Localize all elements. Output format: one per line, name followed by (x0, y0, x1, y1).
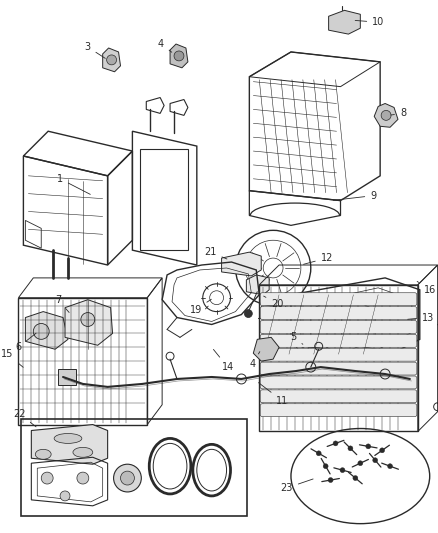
Circle shape (244, 310, 252, 318)
Polygon shape (25, 312, 68, 349)
Circle shape (33, 324, 49, 340)
Ellipse shape (73, 447, 93, 457)
Text: 20: 20 (264, 296, 283, 309)
Text: 15: 15 (1, 349, 23, 367)
Text: 3: 3 (85, 42, 105, 59)
Text: 8: 8 (391, 108, 406, 118)
Polygon shape (65, 300, 113, 345)
Text: 6: 6 (15, 333, 36, 352)
Text: 21: 21 (204, 247, 227, 259)
Circle shape (300, 341, 306, 348)
Circle shape (113, 464, 141, 492)
FancyBboxPatch shape (260, 334, 417, 348)
Text: 12: 12 (304, 253, 333, 264)
Text: 14: 14 (213, 350, 234, 372)
Polygon shape (253, 337, 279, 361)
FancyBboxPatch shape (260, 404, 417, 417)
Circle shape (348, 446, 353, 451)
Bar (140, 149, 188, 250)
Bar (58, 369, 76, 385)
Polygon shape (328, 10, 360, 34)
Polygon shape (246, 275, 269, 295)
Circle shape (328, 478, 333, 482)
FancyBboxPatch shape (260, 306, 417, 319)
Ellipse shape (35, 449, 51, 459)
Circle shape (380, 448, 385, 453)
Circle shape (77, 472, 89, 484)
FancyBboxPatch shape (260, 348, 417, 361)
FancyBboxPatch shape (260, 390, 417, 403)
FancyBboxPatch shape (260, 320, 417, 333)
FancyBboxPatch shape (260, 293, 417, 305)
Circle shape (333, 441, 338, 446)
Text: 4: 4 (249, 352, 260, 369)
Circle shape (81, 312, 95, 326)
Text: 13: 13 (408, 312, 434, 322)
Text: 22: 22 (13, 409, 36, 427)
Circle shape (60, 491, 70, 501)
FancyBboxPatch shape (260, 362, 417, 375)
Bar (21, 418, 247, 516)
FancyBboxPatch shape (260, 376, 417, 389)
Circle shape (120, 471, 134, 485)
Text: 16: 16 (417, 281, 436, 295)
Circle shape (41, 472, 53, 484)
Text: 10: 10 (355, 17, 385, 27)
Text: 19: 19 (190, 299, 212, 314)
Circle shape (366, 444, 371, 449)
Circle shape (373, 458, 378, 463)
Polygon shape (32, 425, 108, 464)
Circle shape (381, 110, 391, 120)
Circle shape (358, 461, 363, 466)
Circle shape (174, 51, 184, 61)
Polygon shape (222, 252, 261, 276)
Ellipse shape (54, 433, 82, 443)
Circle shape (106, 55, 117, 65)
Circle shape (340, 467, 345, 473)
Text: 1: 1 (57, 174, 90, 195)
Circle shape (388, 464, 392, 469)
Text: 7: 7 (55, 295, 69, 312)
Polygon shape (374, 103, 398, 127)
Circle shape (353, 475, 358, 481)
Text: 9: 9 (333, 191, 376, 200)
Text: 4: 4 (158, 39, 172, 52)
Polygon shape (102, 48, 120, 72)
Polygon shape (170, 44, 188, 68)
Text: 5: 5 (291, 333, 303, 344)
Circle shape (316, 451, 321, 456)
Text: 11: 11 (258, 383, 288, 406)
Circle shape (323, 464, 328, 469)
Text: 23: 23 (281, 479, 313, 493)
